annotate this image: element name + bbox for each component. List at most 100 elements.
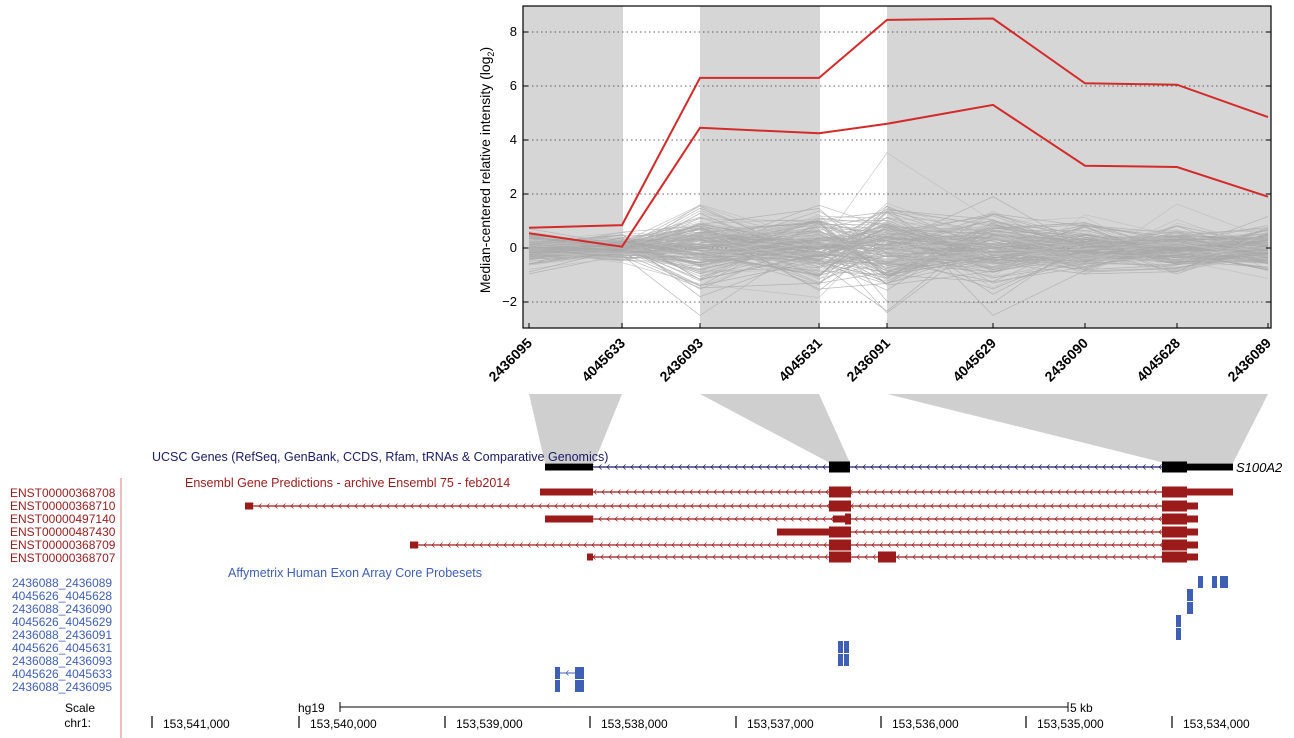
probeset-label: 2436088_2436090 — [12, 602, 112, 616]
ensembl-transcript-label: ENST00000368709 — [10, 538, 116, 552]
y-tick-label: 2 — [510, 186, 517, 201]
ruler-tick-label: 153,539,000 — [456, 717, 523, 731]
ruler-tick-label: 153,538,000 — [601, 717, 668, 731]
exon-block — [829, 552, 851, 563]
probeset-label: 4045626_4045629 — [12, 615, 112, 629]
ensembl-transcript-label: ENST00000368708 — [10, 486, 116, 500]
exon-block — [540, 489, 593, 496]
probeset-label: 2436088_2436091 — [12, 628, 112, 642]
probeset-label: 2436088_2436089 — [12, 576, 112, 590]
exon-block — [1187, 554, 1198, 561]
probe-block — [555, 667, 560, 679]
ensembl-transcript-label: ENST00000497140 — [10, 512, 116, 526]
probe-block — [1220, 576, 1228, 588]
exon-block — [829, 487, 851, 498]
exon-block — [829, 501, 851, 512]
x-tick-label: 2436090 — [1041, 335, 1091, 385]
chr-label: chr1: — [64, 716, 91, 730]
probeset-label: 2436088_2436093 — [12, 654, 112, 668]
x-tick-label: 2436089 — [1224, 335, 1274, 385]
probe-block — [844, 654, 849, 666]
exon-block — [1162, 552, 1187, 563]
scale-label: Scale — [65, 701, 95, 715]
probeset-label: 4045626_4045628 — [12, 589, 112, 603]
exon-block — [410, 542, 418, 549]
ensembl-transcript-label: ENST00000487430 — [10, 525, 116, 539]
probe-block — [1176, 615, 1181, 627]
y-tick-label: 8 — [510, 24, 517, 39]
x-tick-label: 2436093 — [656, 335, 706, 385]
exon-block — [1162, 514, 1187, 525]
probe-block — [1212, 576, 1217, 588]
probe-connectors — [529, 394, 1268, 463]
exon-block — [545, 464, 593, 471]
exon-block — [833, 516, 845, 523]
exon-block — [829, 527, 851, 538]
x-axis: 2436095 4045633 2436093 4045631 2436091 40456… — [485, 323, 1274, 385]
affy-track-title: Affymetrix Human Exon Array Core Probese… — [228, 566, 482, 580]
x-tick-label: 4045631 — [775, 335, 825, 385]
ucsc-gene-model — [545, 462, 1233, 473]
x-tick-label: 2436095 — [485, 335, 535, 385]
ruler-tick-label: 153,534,000 — [1183, 717, 1250, 731]
probeset-label: 4045626_4045633 — [12, 667, 112, 681]
probeset-label: 2436088_2436095 — [12, 680, 112, 694]
exon-block — [1187, 489, 1233, 496]
connector-2 — [887, 394, 1268, 463]
exon-block — [878, 552, 896, 563]
exon-block — [1162, 540, 1187, 551]
ensembl-transcript-label: ENST00000368710 — [10, 499, 116, 513]
y-tick-label: 4 — [510, 132, 517, 147]
probe-block — [1176, 628, 1181, 640]
gene-label: S100A2 — [1236, 460, 1283, 475]
x-tick-label: 4045633 — [578, 335, 628, 385]
shaded-region-0 — [523, 6, 623, 328]
exon-block — [1162, 501, 1187, 512]
exon-block — [1187, 529, 1198, 536]
y-tick-label: −2 — [502, 294, 517, 309]
probe-block — [575, 680, 584, 692]
x-tick-label: 4045628 — [1133, 335, 1183, 385]
scale-bar — [340, 702, 1068, 712]
probe-block — [1187, 589, 1193, 601]
probe-block — [1187, 602, 1193, 614]
ruler-tick-label: 153,535,000 — [1037, 717, 1104, 731]
x-tick-label: 4045629 — [949, 335, 999, 385]
probeset-labels: 2436088_24360894045626_40456282436088_24… — [12, 576, 112, 694]
exon-block — [1162, 527, 1187, 538]
exon-block — [829, 462, 850, 473]
ruler-tick-label: 153,540,000 — [310, 717, 377, 731]
ruler-tick-label: 153,536,000 — [892, 717, 959, 731]
y-tick-label: 0 — [510, 240, 517, 255]
ensembl-transcript-label: ENST00000368707 — [10, 551, 116, 565]
probe-block — [555, 680, 560, 692]
shaded-region-2 — [887, 6, 1271, 328]
y-tick-label: 6 — [510, 78, 517, 93]
exon-block — [777, 529, 829, 536]
ruler-tick-label: 153,537,000 — [747, 717, 814, 731]
ucsc-track-title: UCSC Genes (RefSeq, GenBank, CCDS, Rfam,… — [152, 450, 608, 464]
exon-block — [245, 503, 253, 510]
probe-block — [1198, 576, 1203, 588]
exon-block — [1162, 487, 1187, 498]
scale-bar-label: 5 kb — [1070, 701, 1093, 715]
exon-block — [587, 554, 593, 561]
y-axis-label: Median-centered relative intensity (log2… — [477, 47, 496, 293]
ruler-ticks: 153,541,000 153,540,000 153,539,000 153,538… — [152, 716, 1250, 731]
exon-block — [1162, 462, 1187, 473]
probeset-label: 4045626_4045631 — [12, 641, 112, 655]
exon-block — [1187, 503, 1198, 510]
exon-block — [1187, 464, 1233, 471]
probe-block — [838, 641, 843, 653]
probe-block — [575, 667, 584, 679]
probe-block — [838, 654, 843, 666]
exon-block — [1187, 516, 1198, 523]
ensembl-labels: ENST00000368708ENST00000368710ENST000004… — [10, 486, 116, 565]
assembly-label: hg19 — [298, 701, 325, 715]
exon-block — [545, 516, 593, 523]
connector-1 — [700, 394, 850, 463]
exon-block — [829, 540, 851, 551]
probe-block — [844, 641, 849, 653]
x-tick-label: 2436091 — [843, 335, 893, 385]
